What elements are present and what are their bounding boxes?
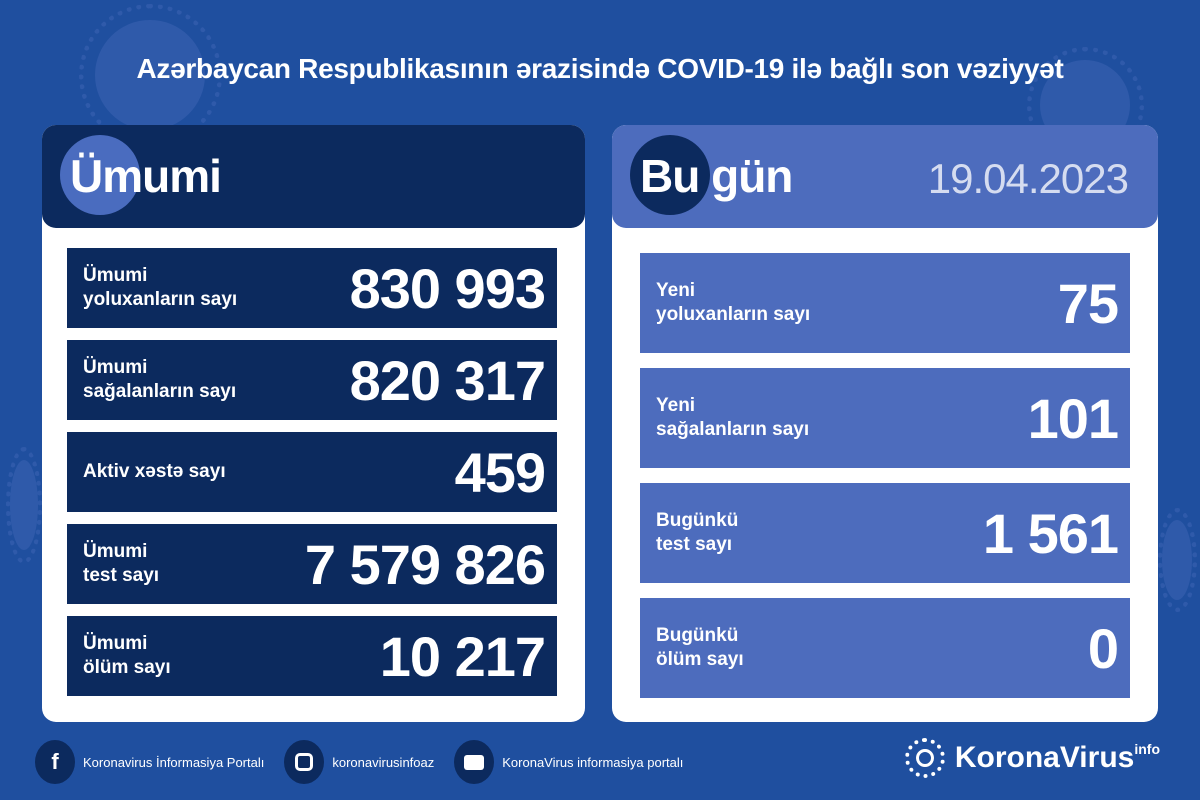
virus-decoration <box>1157 508 1197 612</box>
stat-label: Yeni yoluxanların sayı <box>656 280 811 325</box>
stat-label: Ümumi yoluxanların sayı <box>83 265 238 310</box>
today-panel: Bu gün 19.04.2023 Yeni yoluxanların sayı 7… <box>612 125 1158 722</box>
koronavirus-logo: KoronaVirusinfo <box>904 738 1160 778</box>
page-title: Azərbaycan Respublikasının ərazisində CO… <box>136 53 1064 84</box>
stat-row: Bugünkü ölüm sayı 0 <box>640 598 1130 698</box>
stat-value: 830 993 <box>349 256 546 320</box>
stat-value: 820 317 <box>349 348 546 412</box>
total-header: Ümumi <box>42 125 585 228</box>
stat-value: 459 <box>454 440 546 504</box>
today-header: Bu gün 19.04.2023 <box>612 125 1158 228</box>
stat-row: Yeni yoluxanların sayı 75 <box>640 253 1130 353</box>
stat-row: Ümumi test sayı 7 579 826 <box>67 524 557 604</box>
stat-label: Yeni sağalanların sayı <box>656 395 810 440</box>
youtube-icon <box>454 740 495 784</box>
facebook-link[interactable]: f Koronavirus İnformasiya Portalı <box>35 740 264 784</box>
stat-value: 7 579 826 <box>304 532 546 596</box>
stat-value: 75 <box>1057 271 1119 335</box>
stat-label: Ümumi test sayı <box>83 541 160 586</box>
stat-row: Aktiv xəstə sayı 459 <box>67 432 557 512</box>
today-heading: Bu gün <box>640 150 793 202</box>
virus-icon <box>60 135 140 215</box>
virus-icon <box>630 135 710 215</box>
virus-decoration <box>5 446 43 564</box>
instagram-icon <box>284 740 325 784</box>
stat-row: Ümumi sağalanların sayı 820 317 <box>67 340 557 420</box>
stat-value: 0 <box>1087 616 1119 680</box>
facebook-icon: f <box>35 740 75 784</box>
total-panel: Ümumi Ümumi yoluxanların sayı 830 993 Ümum… <box>42 125 585 722</box>
sun-logo-icon <box>904 738 945 778</box>
stat-row: Ümumi yoluxanların sayı 830 993 <box>67 248 557 328</box>
stat-value: 1 561 <box>982 501 1119 565</box>
stat-value: 10 217 <box>379 624 546 688</box>
date: 19.04.2023 <box>927 155 1129 202</box>
stat-label: Bugünkü ölüm sayı <box>656 625 744 670</box>
footer: f Koronavirus İnformasiya Portalı koronav… <box>35 740 835 784</box>
instagram-link[interactable]: koronavirusinfoaz <box>284 740 434 784</box>
stat-label: Ümumi sağalanların sayı <box>83 357 237 402</box>
stat-row: Yeni sağalanların sayı 101 <box>640 368 1130 468</box>
stat-label: Bugünkü test sayı <box>656 510 739 555</box>
youtube-link[interactable]: KoronaVirus informasiya portalı <box>454 740 683 784</box>
stat-row: Ümumi ölüm sayı 10 217 <box>67 616 557 696</box>
stat-row: Bugünkü test sayı 1 561 <box>640 483 1130 583</box>
stat-value: 101 <box>1027 386 1119 450</box>
stat-label: Aktiv xəstə sayı <box>83 461 226 482</box>
total-heading: Ümumi <box>70 150 222 202</box>
virus-decoration <box>78 3 222 147</box>
stat-label: Ümumi ölüm sayı <box>83 633 171 678</box>
